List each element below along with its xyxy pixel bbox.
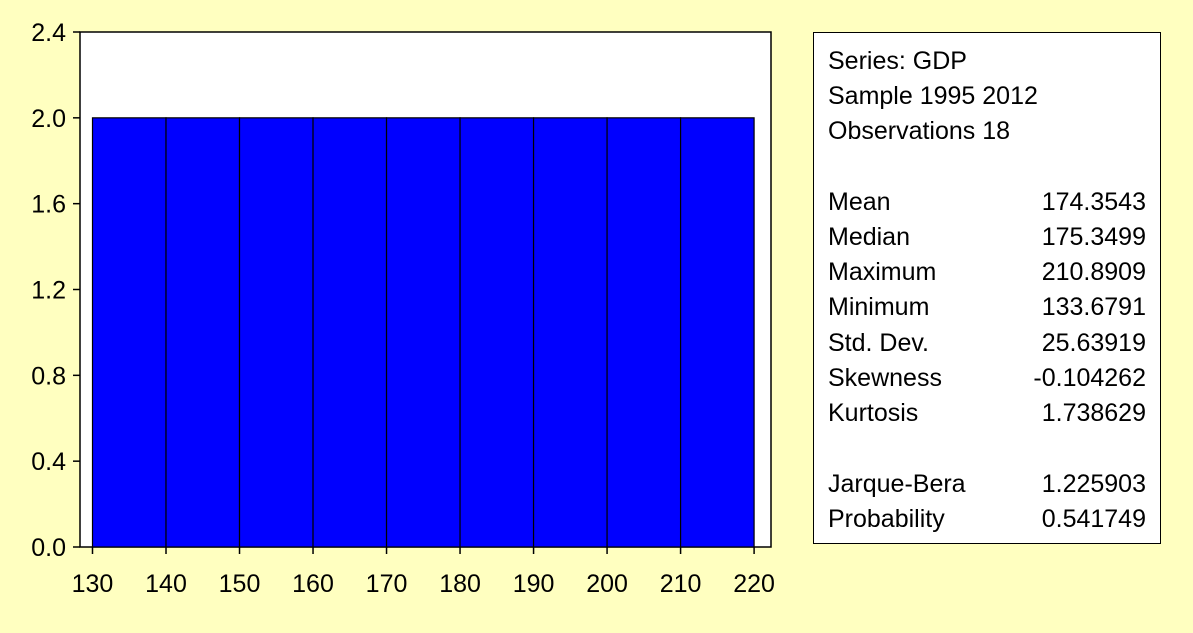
- stat-row-probability: Probability 0.541749: [828, 505, 1146, 535]
- y-tick-label: 0.0: [31, 534, 66, 562]
- histogram-bar: [165, 117, 241, 548]
- x-axis: 130 140 150 160 170 180 190 200 210 220: [72, 547, 775, 598]
- stat-label: Std. Dev.: [828, 329, 929, 357]
- histogram-bar: [385, 117, 461, 548]
- histogram-bar: [606, 117, 682, 548]
- y-tick-label: 1.6: [31, 191, 66, 219]
- x-tick-label: 190: [513, 570, 555, 598]
- stat-value: 0.541749: [1041, 505, 1146, 533]
- histogram-bar: [91, 117, 167, 548]
- stat-value: 133.6791: [1041, 293, 1146, 321]
- histogram-bar: [459, 117, 535, 548]
- x-tick-label: 140: [145, 570, 187, 598]
- stat-label: Median: [828, 223, 910, 251]
- y-tick-label: 0.4: [31, 448, 66, 476]
- stats-panel: Series: GDP Sample 1995 2012 Observation…: [813, 32, 1161, 544]
- stat-row-skewness: Skewness -0.104262: [828, 364, 1146, 394]
- observations-count: Observations 18: [828, 117, 1011, 145]
- x-tick-label: 210: [660, 570, 702, 598]
- stat-label: Mean: [828, 188, 891, 216]
- x-tick-label: 200: [586, 570, 628, 598]
- histogram-chart: 0.0 0.4 0.8 1.2 1.6 2.0 2.4 130 140 150 160 170 180…: [31, 19, 775, 598]
- x-tick-label: 180: [439, 570, 481, 598]
- stat-row-kurtosis: Kurtosis 1.738629: [828, 399, 1146, 429]
- stat-row-maximum: Maximum 210.8909: [828, 258, 1146, 288]
- stat-value: -0.104262: [1033, 364, 1146, 392]
- histogram-bar: [532, 117, 608, 548]
- stat-value: 175.3499: [1041, 223, 1146, 251]
- x-tick-label: 130: [72, 570, 114, 598]
- x-tick-label: 220: [733, 570, 775, 598]
- stat-label: Probability: [828, 505, 945, 533]
- stat-label: Kurtosis: [828, 399, 919, 427]
- stat-value: 1.738629: [1041, 399, 1146, 427]
- y-tick-label: 1.2: [31, 277, 66, 305]
- x-tick-label: 170: [366, 570, 408, 598]
- histogram-bar: [238, 117, 314, 548]
- stat-label: Jarque-Bera: [828, 470, 966, 498]
- stat-value: 210.8909: [1041, 258, 1146, 286]
- stat-row-std-dev: Std. Dev. 25.63919: [828, 329, 1146, 359]
- stat-row-jarque-bera: Jarque-Bera 1.225903: [828, 470, 1146, 500]
- histogram-bar: [679, 117, 755, 548]
- y-tick-label: 2.0: [31, 105, 66, 133]
- y-tick-label: 0.8: [31, 362, 66, 390]
- stat-label: Skewness: [828, 364, 942, 392]
- x-tick-label: 150: [219, 570, 261, 598]
- x-tick-label: 160: [292, 570, 334, 598]
- stat-value: 1.225903: [1041, 470, 1146, 498]
- y-tick-label: 2.4: [31, 19, 66, 47]
- stat-row-minimum: Minimum 133.6791: [828, 293, 1146, 323]
- stat-label: Maximum: [828, 258, 937, 286]
- y-axis: 0.0 0.4 0.8 1.2 1.6 2.0 2.4: [31, 19, 80, 562]
- histogram-bars: [91, 117, 755, 548]
- sample-range: Sample 1995 2012: [828, 82, 1038, 110]
- stat-row-median: Median 175.3499: [828, 223, 1146, 253]
- stat-value: 25.63919: [1041, 329, 1146, 357]
- series-name: Series: GDP: [828, 47, 967, 75]
- stat-row-mean: Mean 174.3543: [828, 188, 1146, 218]
- stat-label: Minimum: [828, 293, 930, 321]
- stat-value: 174.3543: [1041, 188, 1146, 216]
- histogram-bar: [312, 117, 388, 548]
